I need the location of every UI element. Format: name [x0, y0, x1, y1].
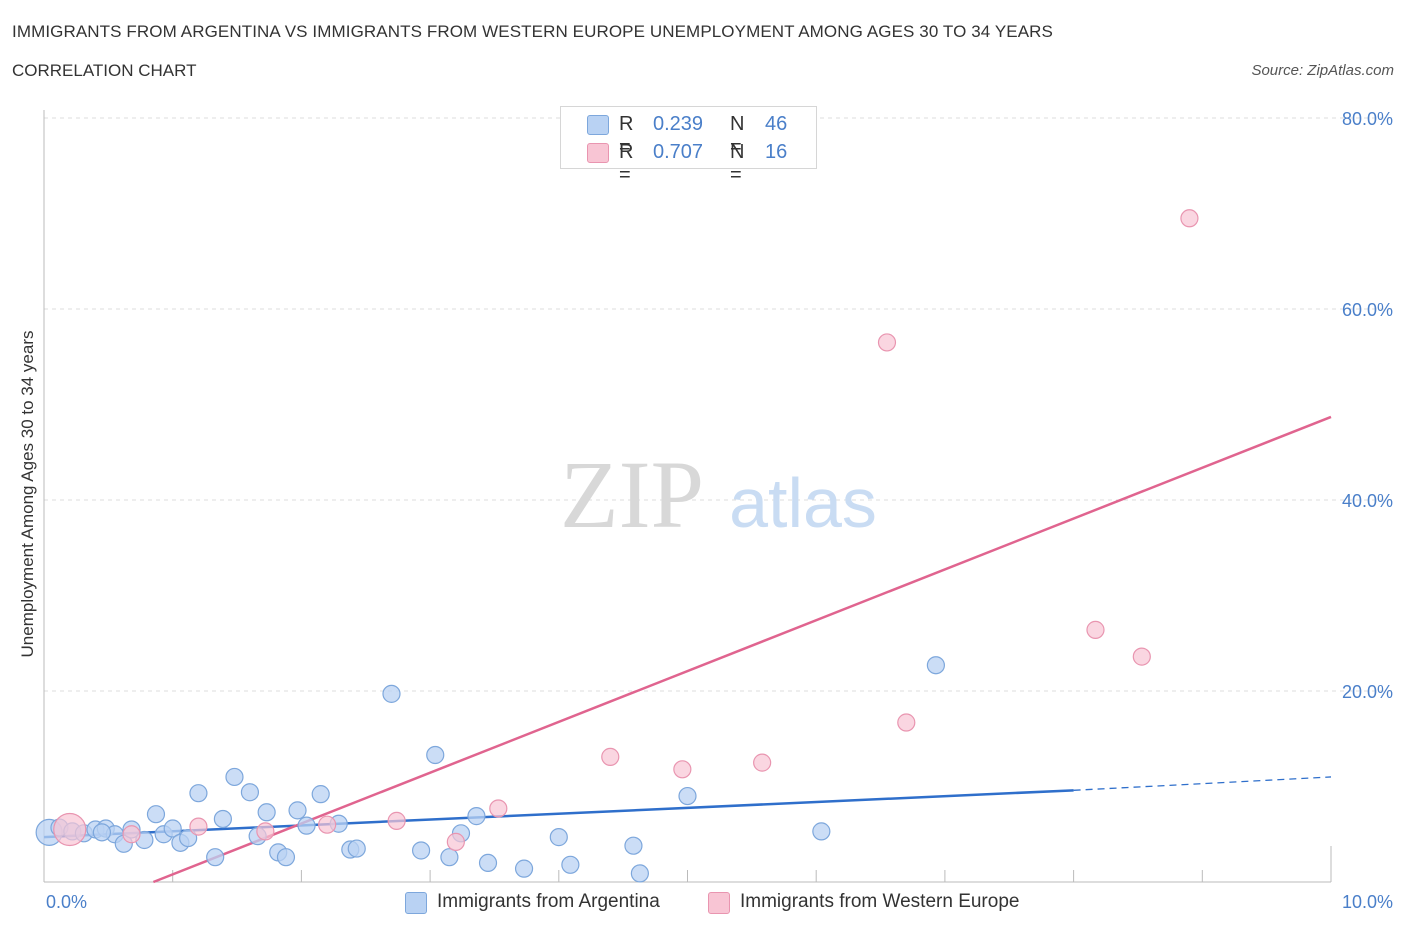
argentina-trend-line	[43, 789, 1074, 839]
argentina-point	[678, 786, 697, 806]
blue-swatch	[405, 892, 427, 914]
western-europe-point	[753, 753, 772, 772]
data-points	[35, 209, 1199, 883]
argentina-point	[276, 848, 296, 867]
western-europe-point	[189, 817, 208, 836]
western-europe-point	[1086, 620, 1105, 639]
western-europe-point	[601, 747, 620, 766]
argentina-point	[288, 801, 307, 820]
argentina-point	[440, 848, 459, 867]
argentina-point	[561, 855, 580, 874]
western-europe-point	[256, 822, 275, 841]
y-tick-label: 80.0%	[1342, 109, 1393, 129]
argentina-point	[478, 853, 498, 873]
r-label: R =	[619, 141, 634, 186]
western-europe-point	[318, 815, 337, 834]
argentina-point	[624, 836, 643, 855]
r-label: R =	[619, 113, 634, 158]
y-tick-label: 60.0%	[1342, 300, 1393, 320]
argentina-point	[189, 784, 208, 803]
argentina-point	[179, 828, 198, 848]
argentina-point	[514, 859, 534, 878]
trend-lines	[43, 415, 1332, 884]
y-tick-label: 20.0%	[1342, 682, 1393, 702]
argentina-point	[225, 767, 244, 787]
grid-lines	[44, 117, 1393, 692]
argentina-point	[163, 819, 182, 838]
n-label: N =	[730, 141, 745, 186]
argentina-point	[630, 864, 649, 883]
argentina-point	[257, 803, 276, 822]
argentina-point	[146, 805, 166, 824]
watermark: ZIP atlas	[560, 441, 877, 548]
y-tick-label: 40.0%	[1342, 491, 1393, 511]
argentina-point	[426, 745, 445, 765]
pink-swatch	[708, 892, 730, 914]
r-value: 0.707	[653, 141, 704, 163]
n-label: N =	[730, 113, 745, 158]
western-europe-point	[489, 799, 508, 818]
western-europe-point	[1180, 209, 1199, 228]
n-value: 16	[765, 141, 788, 163]
argentina-point	[297, 816, 316, 835]
chart-title: IMMIGRANTS FROM ARGENTINA VS IMMIGRANTS …	[12, 22, 1053, 41]
stats-legend: R = 0.239 N = 46 R = 0.707 N = 16	[560, 106, 817, 186]
argentina-point	[382, 684, 401, 703]
argentina-point	[926, 656, 945, 675]
argentina-trend-extension	[1073, 776, 1332, 791]
argentina-point	[411, 841, 431, 860]
x-tick-label: 0.0%	[46, 892, 87, 912]
source-label: Source: ZipAtlas.com	[1251, 62, 1394, 79]
axes	[43, 110, 1332, 883]
western-europe-point	[446, 832, 465, 851]
legend-label: Immigrants from Western Europe	[740, 891, 1020, 912]
argentina-point	[467, 807, 486, 826]
argentina-point	[240, 783, 260, 802]
western-europe-point	[387, 811, 406, 830]
blue-swatch	[587, 115, 609, 135]
watermark-atlas: atlas	[729, 464, 877, 542]
x-tick-label: 10.0%	[1342, 892, 1393, 912]
pink-swatch	[587, 143, 609, 163]
argentina-point	[92, 823, 112, 842]
argentina-point	[213, 809, 232, 829]
argentina-point	[311, 785, 330, 804]
western-europe-point	[897, 713, 916, 732]
western-europe-point	[877, 333, 897, 352]
western-europe-point	[1132, 647, 1151, 666]
chart-subtitle: CORRELATION CHART	[12, 61, 197, 80]
western-europe-point	[122, 825, 141, 844]
western-europe-point	[673, 760, 692, 779]
western-europe-trend-line	[152, 415, 1332, 884]
argentina-point	[812, 822, 831, 841]
western-europe-point	[53, 812, 87, 847]
n-value: 46	[765, 113, 788, 135]
legend-label: Immigrants from Argentina	[437, 891, 660, 912]
r-value: 0.239	[653, 113, 704, 135]
argentina-point	[206, 848, 225, 867]
tick-labels: 20.0% 40.0% 60.0% 80.0% 0.0% 10.0%	[46, 109, 1393, 912]
argentina-point	[549, 828, 568, 847]
argentina-point	[347, 839, 366, 858]
watermark-zip: ZIP	[560, 441, 704, 548]
